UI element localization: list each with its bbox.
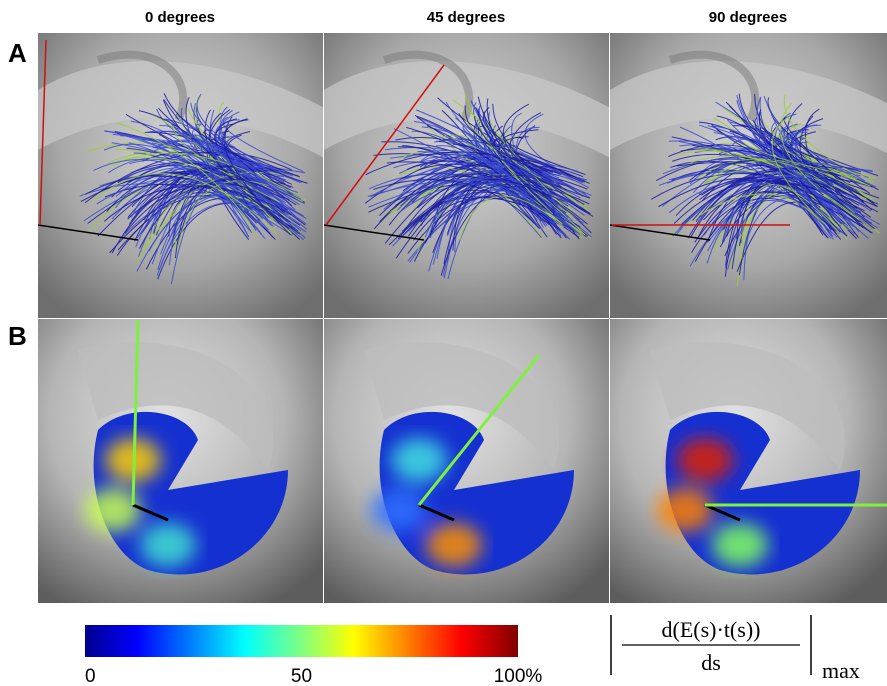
row-label: B: [8, 321, 27, 351]
hotspot: [140, 523, 196, 567]
panels: [38, 33, 887, 603]
subscript: max: [822, 658, 860, 683]
colorbar: [85, 625, 518, 657]
hotspot: [371, 488, 427, 532]
colorbar-ticks: 0 50 100%: [85, 666, 542, 686]
panel-a: [610, 33, 887, 318]
panel-b: [610, 319, 887, 603]
panel-a: [324, 33, 614, 318]
column-title: 90 degrees: [709, 9, 787, 26]
hotspot: [712, 523, 768, 567]
denominator: ds: [701, 650, 721, 675]
hotspot: [391, 438, 447, 482]
column-title: 0 degrees: [145, 9, 215, 26]
tick-label: 0: [85, 666, 96, 686]
hotspot: [657, 488, 713, 532]
figure: 0 degrees 45 degrees 90 degrees A B 0 50 1…: [0, 0, 887, 686]
panel-b: [38, 319, 323, 603]
hotspot: [677, 438, 733, 482]
column-title: 45 degrees: [427, 9, 505, 26]
row-label: A: [8, 38, 27, 68]
tick-label: 50: [291, 666, 312, 686]
hotspot: [426, 523, 482, 567]
panel-a: [38, 33, 328, 318]
numerator: d(E(s)·t(s)): [662, 617, 761, 642]
panel-b: [324, 319, 609, 603]
tick-label: 100%: [494, 666, 543, 686]
page: 0 degrees 45 degrees 90 degrees A B 0 50 1…: [0, 0, 887, 686]
formula: d(E(s)·t(s)) ds max: [611, 615, 860, 683]
